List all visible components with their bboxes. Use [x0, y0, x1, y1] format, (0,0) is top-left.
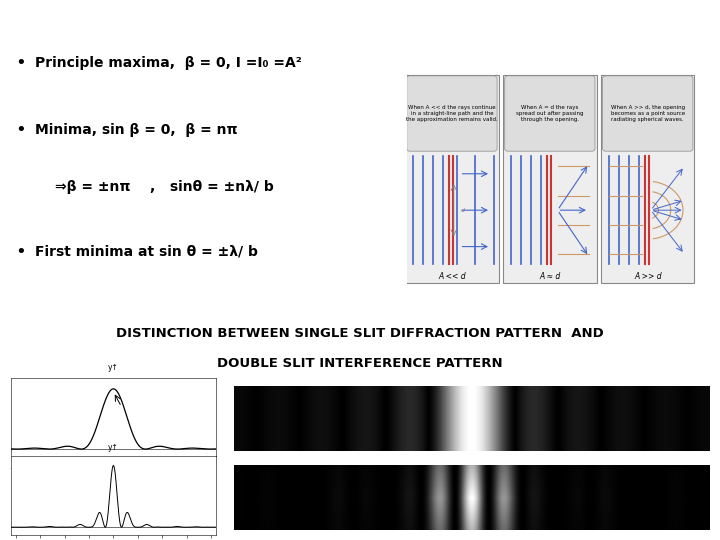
Text: Principle maxima,  β = 0, I =I₀ =A²: Principle maxima, β = 0, I =I₀ =A²	[35, 56, 302, 70]
Text: →: →	[131, 476, 137, 482]
Text: When A = d the rays
spread out after passing
through the opening.: When A = d the rays spread out after pas…	[516, 105, 584, 122]
FancyBboxPatch shape	[405, 75, 498, 283]
Text: Minima, sin β = 0,  β = nπ: Minima, sin β = 0, β = nπ	[35, 123, 238, 137]
Text: (b): (b)	[84, 476, 94, 482]
Text: d: d	[461, 208, 465, 213]
Text: •: •	[15, 243, 26, 261]
FancyBboxPatch shape	[503, 75, 596, 283]
FancyBboxPatch shape	[603, 76, 693, 151]
Text: A >> d: A >> d	[634, 272, 662, 281]
Text: DISTINCTION BETWEEN SINGLE SLIT DIFFRACTION PATTERN  AND: DISTINCTION BETWEEN SINGLE SLIT DIFFRACT…	[116, 327, 604, 340]
Text: •: •	[15, 54, 26, 72]
Text: First minima at sin θ = ±λ/ b: First minima at sin θ = ±λ/ b	[35, 245, 258, 259]
Text: ⇒β = ±nπ    ,   sinθ = ±nλ/ b: ⇒β = ±nπ , sinθ = ±nλ/ b	[55, 180, 274, 194]
Text: y↑: y↑	[108, 443, 119, 451]
Text: As the opening size gets smaller, the wave front experiences more and more curva: As the opening size gets smaller, the wa…	[1, 297, 719, 312]
Text: •: •	[15, 121, 26, 139]
FancyBboxPatch shape	[505, 76, 595, 151]
Text: y↑: y↑	[108, 363, 119, 372]
Text: A ≈ d: A ≈ d	[539, 272, 560, 281]
Text: When A << d the rays continue
in a straight-line path and the
the approximation : When A << d the rays continue in a strai…	[406, 105, 498, 122]
Text: A << d: A << d	[438, 272, 466, 281]
Text: Single Slit Fraunhofer diffraction: Effect of slit width: Single Slit Fraunhofer diffraction: Effe…	[94, 11, 626, 29]
FancyBboxPatch shape	[601, 75, 694, 283]
Text: When A >> d, the opening
becomes as a point source
radiating spherical waves.: When A >> d, the opening becomes as a po…	[611, 105, 685, 122]
Text: DOUBLE SLIT INTERFERENCE PATTERN: DOUBLE SLIT INTERFERENCE PATTERN	[217, 356, 503, 370]
FancyBboxPatch shape	[407, 76, 497, 151]
